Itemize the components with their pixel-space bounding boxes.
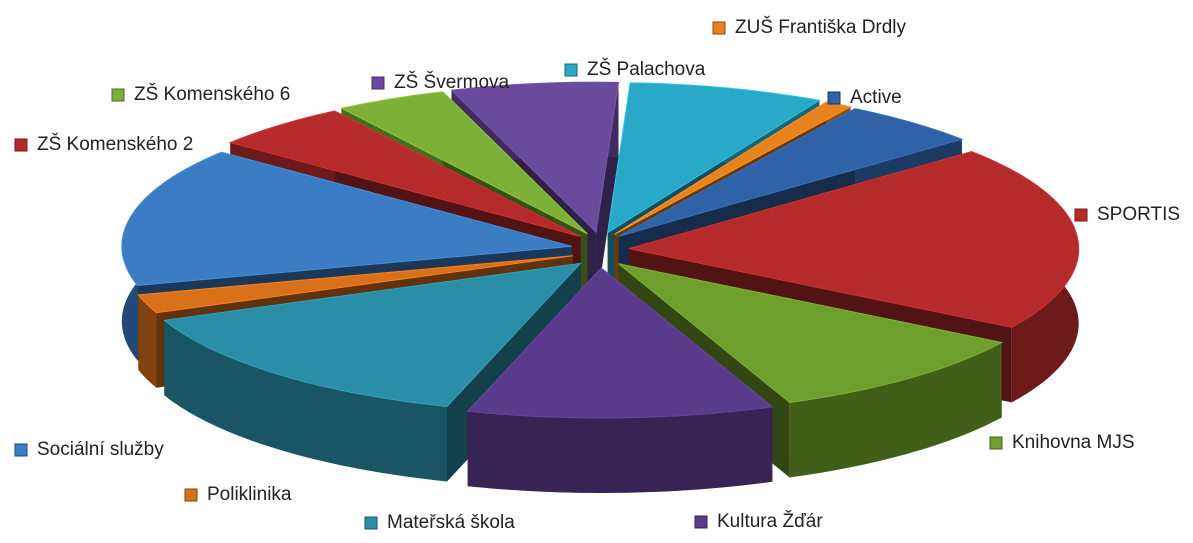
legend-swatch [371,76,385,90]
slice-side [467,406,773,493]
legend-swatch [564,63,578,77]
slice-top [466,267,774,419]
slice-label: SPORTIS [1097,204,1180,225]
slice-side [138,294,157,388]
slice-top [339,91,588,235]
legend-swatch [694,515,708,529]
slice-side [789,342,1002,478]
slice-top [450,81,620,234]
slice-label: Sociální služby [37,439,164,460]
slice-label: ZUŠ Františka Drdly [735,16,907,38]
slice-top [137,255,573,314]
slice-side [164,320,448,482]
slice-label: ZŠ Palachova [587,58,706,80]
legend-swatch [827,91,841,105]
slice-top [163,262,582,408]
legend-swatch [184,488,198,502]
legend-swatch [712,21,726,35]
slice-top [607,82,821,234]
slice-top [121,151,572,286]
slice-label: ZŠ Komenského 2 [37,133,193,155]
slice-label: Active [850,87,902,108]
slice-top [228,110,581,238]
legend-swatch [364,516,378,530]
slice-top [618,108,964,237]
legend-swatch [14,138,28,152]
slice-label: Kultura Žďár [717,510,823,532]
slice-label: Poliklinika [207,484,292,505]
legend-swatch [1074,208,1088,222]
legend-swatch [989,436,1003,450]
slice-top [618,263,1004,403]
slice-top [628,151,1080,328]
slice-label: Knihovna MJS [1012,432,1135,453]
legend-swatch [14,443,28,457]
slice-label: Mateřská škola [387,512,515,533]
slice-label: ZŠ Komenského 6 [134,83,290,105]
slice [466,267,774,493]
slice-label: ZŠ Švermova [394,71,510,93]
legend-swatch [111,88,125,102]
